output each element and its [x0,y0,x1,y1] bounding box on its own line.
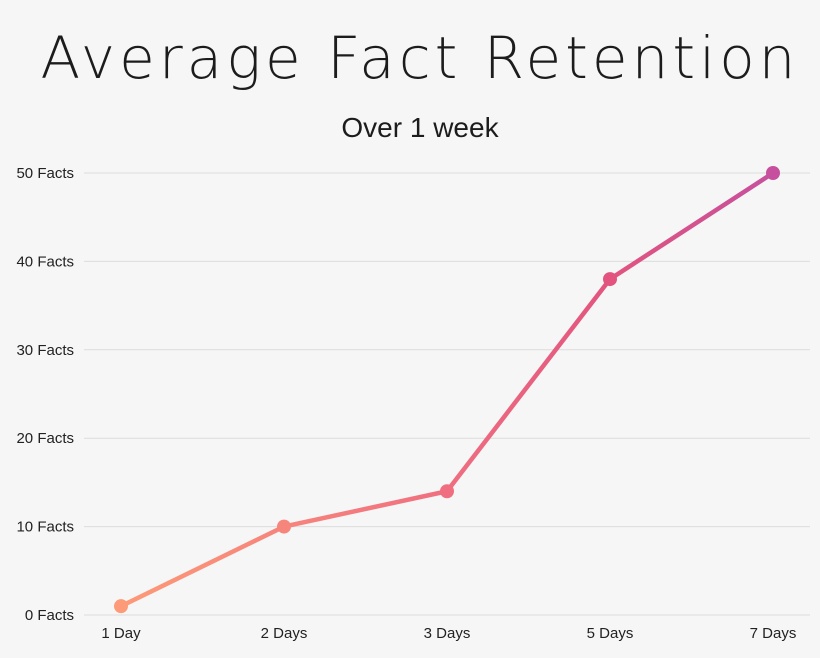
y-tick-label: 10 Facts [16,519,74,536]
y-tick-label: 20 Facts [16,430,74,447]
x-tick-label: 2 Days [261,625,308,642]
x-tick-label: 5 Days [587,625,634,642]
data-point [766,166,780,180]
series-line-path [118,170,776,609]
chart-title: Average Fact Retention [40,24,800,92]
y-tick-label: 30 Facts [16,342,74,359]
y-tick-label: 40 Facts [16,253,74,270]
data-point [114,599,128,614]
x-tick-label: 1 Day [101,625,141,642]
data-point [277,519,291,534]
chart-subtitle: Over 1 week [341,112,499,143]
series-line [118,170,776,609]
y-tick-label: 0 Facts [25,607,74,624]
x-tick-label: 7 Days [750,625,797,642]
y-axis-ticks: 0 Facts 10 Facts 20 Facts 30 Facts 40 Facts 5… [16,165,74,624]
data-point [603,272,617,287]
series-points [114,166,780,614]
data-point [440,484,454,499]
gridlines [84,172,810,616]
x-axis-ticks: 1 Day 2 Days 3 Days 5 Days 7 Days [101,625,796,642]
y-tick-label: 50 Facts [16,165,74,182]
x-tick-label: 3 Days [424,625,471,642]
